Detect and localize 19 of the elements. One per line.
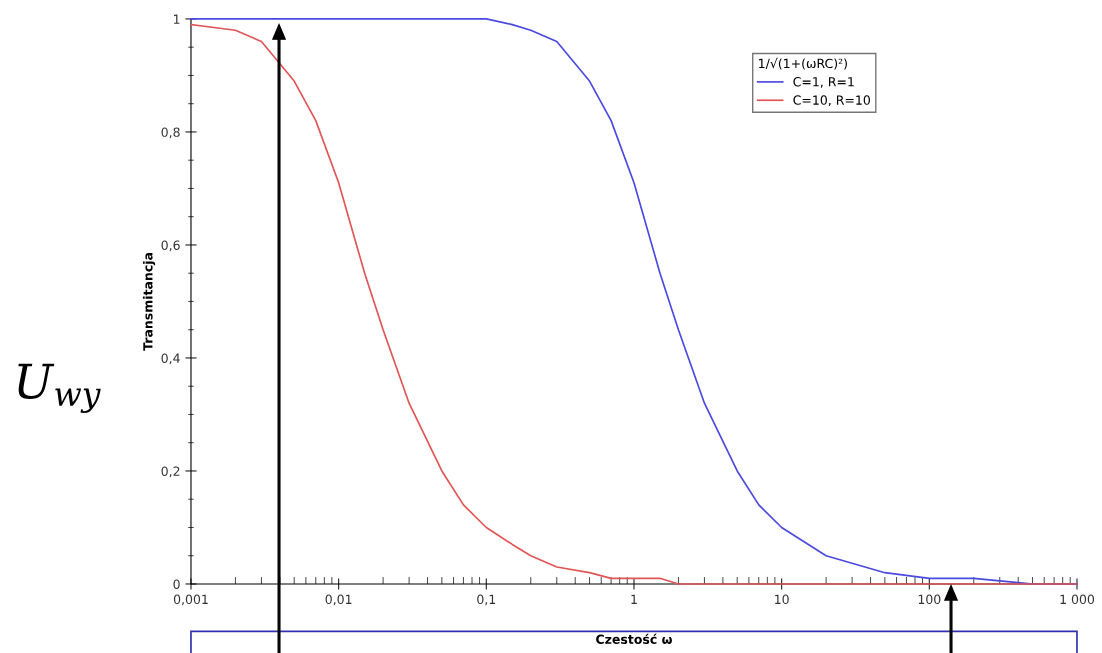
text: U$_{wy}$ [18, 363, 101, 413]
x-tick-label: 1 000 [1060, 594, 1095, 605]
y-tick-label: 0 [173, 579, 180, 589]
x-tick-label: 100 [918, 594, 941, 605]
x-axis-title: Czestość ω [596, 633, 672, 644]
x-tick-label: 1 [631, 594, 637, 604]
y-tick-label: 0,8 [161, 127, 180, 139]
y-tick-label: 0,2 [161, 466, 180, 478]
x-tick-label: 0,01 [325, 594, 352, 606]
y-tick-label: 1 [173, 14, 180, 24]
y-tick-label: 0,6 [161, 240, 180, 252]
legend-label: C=1, R=1 [793, 77, 854, 88]
x-tick-label: 0,1 [477, 594, 496, 606]
y-axis-title: Transmitancja [142, 253, 156, 351]
x-tick-label: 10 [775, 594, 789, 605]
x-tick-label: 0,001 [173, 594, 208, 606]
y-tick-label: 0,4 [161, 353, 180, 365]
legend-title: 1/√(1+(ωRC)²) [759, 57, 847, 70]
legend-label: C=10, R=10 [793, 95, 870, 107]
